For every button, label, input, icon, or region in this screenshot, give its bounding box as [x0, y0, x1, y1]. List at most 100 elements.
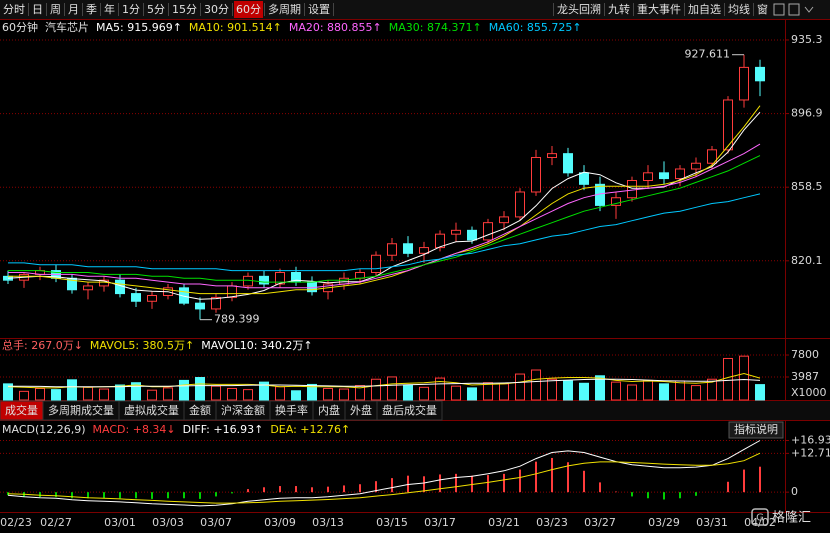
candle-body	[643, 172, 653, 181]
indicator-tab[interactable]: 内盘	[318, 403, 340, 417]
x-tick-label: 03/23	[536, 516, 568, 529]
x-tick-label: 03/01	[104, 516, 136, 529]
candle-body	[755, 66, 765, 82]
unit-box	[788, 386, 830, 399]
volume-bar	[611, 381, 621, 401]
candle-body	[627, 179, 637, 199]
indicator-line	[7, 440, 761, 507]
x-tick-label: 03/13	[312, 516, 344, 529]
candle-body	[611, 197, 621, 206]
tool-button[interactable]: 窗	[757, 2, 768, 16]
period-tab[interactable]: 多周期	[268, 2, 301, 16]
indicator-tab[interactable]: 盘后成交量	[382, 403, 437, 417]
volume-bar	[643, 379, 653, 401]
candle-body	[515, 191, 525, 218]
period-tab[interactable]: 5分	[147, 3, 165, 16]
period-tab[interactable]: 30分	[204, 3, 229, 16]
candle-body	[499, 216, 509, 224]
period-tab[interactable]: 周	[50, 3, 61, 16]
candle-body	[563, 153, 573, 174]
indicator-line	[8, 143, 761, 289]
volume-bar	[675, 380, 685, 401]
x-tick-label: 03/15	[376, 516, 408, 529]
volume-bar	[531, 369, 541, 401]
indicator-line	[8, 193, 761, 272]
candle-body	[387, 243, 397, 256]
indicator-tab[interactable]: 多周期成交量	[48, 403, 114, 417]
logo-glyph: G	[756, 513, 764, 524]
period-tab[interactable]: 15分	[172, 3, 197, 16]
volume-bar	[307, 383, 317, 401]
x-tick-label: 03/27	[584, 516, 616, 529]
candle-body	[371, 254, 381, 274]
candle-body	[259, 275, 269, 285]
tool-button[interactable]: 加自选	[688, 3, 721, 16]
icon[interactable]	[773, 3, 785, 16]
legend-entry: MA60: 855.725↑	[489, 21, 582, 34]
legend-entry: MACD: +8.34↓	[93, 423, 176, 436]
indicator-tab[interactable]: 虚拟成交量	[124, 403, 179, 417]
candle-body	[547, 153, 557, 158]
period-tab[interactable]: 分时	[3, 3, 25, 16]
x-tick-label: 03/07	[200, 516, 232, 529]
period-tab[interactable]: 季	[86, 3, 97, 16]
period-tab[interactable]: 月	[68, 3, 79, 16]
indicator-tab[interactable]: 金额	[189, 403, 211, 417]
volume-bar	[243, 389, 253, 401]
indicator-line	[8, 155, 761, 283]
indicator-line	[8, 105, 761, 295]
macd-title: MACD(12,26,9)	[2, 423, 86, 436]
window-icons[interactable]	[773, 3, 814, 16]
volume-bar	[739, 355, 749, 401]
help-button-label[interactable]: 指标说明	[734, 422, 778, 436]
tool-button[interactable]: 重大事件	[637, 2, 681, 16]
volume-bar	[355, 385, 365, 401]
volume-bar	[579, 382, 589, 401]
y-tick-label: 7800	[791, 348, 819, 361]
candle-body	[739, 66, 749, 101]
period-tab[interactable]: 设置	[308, 3, 330, 16]
indicator-tab-bg[interactable]	[376, 400, 443, 421]
period-tab[interactable]: 日	[32, 3, 43, 16]
legend-entry: DEA: +12.76↑	[270, 423, 350, 436]
candle-body	[227, 285, 237, 298]
indicator-tab[interactable]: 成交量	[5, 403, 38, 417]
candle-body	[355, 272, 365, 279]
volume-unit: X1000	[791, 386, 827, 399]
help-button[interactable]	[728, 421, 784, 439]
x-tick-label: 03/21	[488, 516, 520, 529]
tool-button[interactable]: 九转	[608, 2, 630, 16]
indicator-tab[interactable]: 外盘	[350, 403, 372, 417]
icon[interactable]	[804, 6, 814, 13]
indicator-tab[interactable]: 沪深金额	[221, 403, 265, 417]
x-tick-label: 03/29	[648, 516, 680, 529]
y-tick-label: 935.3	[791, 33, 823, 46]
period-tab[interactable]: 1分	[122, 3, 140, 16]
volume-bar	[131, 382, 141, 401]
tool-button[interactable]: 龙头回溯	[557, 3, 601, 16]
volume-bar	[259, 381, 269, 401]
legend-entry: MA5: 915.969↑	[96, 21, 182, 34]
candle-body	[451, 229, 461, 235]
legend-entry: MA10: 901.514↑	[189, 21, 282, 34]
volume-bar	[371, 378, 381, 401]
period-tab[interactable]: 60分	[236, 3, 261, 16]
volume-bar	[627, 384, 637, 401]
volume-bar	[147, 389, 157, 401]
volume-title: 总手: 267.0万↓	[2, 338, 83, 352]
candle-body	[579, 172, 589, 185]
tool-button[interactable]: 均线	[728, 2, 750, 16]
candle-body	[467, 229, 477, 241]
candle-body	[211, 296, 221, 310]
volume-bar	[51, 389, 61, 401]
period-tab[interactable]: 年	[104, 2, 115, 16]
volume-bar	[35, 387, 45, 401]
candle-body	[403, 243, 413, 254]
indicator-tab[interactable]: 换手率	[275, 403, 308, 417]
active-tab[interactable]	[234, 1, 263, 18]
icon[interactable]	[788, 3, 800, 16]
y-tick-label: 0	[791, 485, 798, 498]
volume-bar	[179, 379, 189, 401]
candle-body	[243, 275, 253, 287]
watermark-logo: G	[751, 508, 769, 526]
